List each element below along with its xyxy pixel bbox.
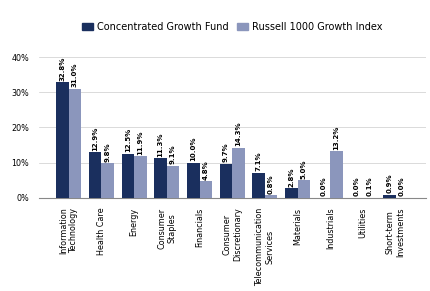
Bar — [252, 173, 265, 198]
Text: 0.0%: 0.0% — [354, 177, 360, 196]
Bar — [232, 148, 245, 198]
Bar — [220, 164, 232, 198]
Text: 0.8%: 0.8% — [268, 174, 274, 194]
Bar — [285, 188, 298, 198]
Text: 12.5%: 12.5% — [125, 128, 131, 152]
Bar — [134, 156, 147, 198]
Text: 13.2%: 13.2% — [334, 126, 340, 150]
Bar — [56, 82, 69, 198]
Bar — [122, 154, 134, 198]
Text: 32.8%: 32.8% — [59, 57, 65, 81]
Bar — [383, 195, 396, 198]
Text: 0.9%: 0.9% — [387, 174, 393, 193]
Bar — [101, 163, 114, 198]
Text: 14.3%: 14.3% — [235, 122, 241, 146]
Bar — [330, 151, 343, 198]
Text: 2.8%: 2.8% — [289, 167, 295, 187]
Text: 11.3%: 11.3% — [157, 132, 163, 157]
Bar — [69, 89, 81, 198]
Text: 0.0%: 0.0% — [321, 177, 327, 196]
Text: 10.0%: 10.0% — [190, 137, 196, 161]
Text: 9.8%: 9.8% — [104, 142, 111, 162]
Text: 4.8%: 4.8% — [203, 160, 209, 180]
Text: 12.9%: 12.9% — [92, 127, 98, 151]
Bar — [265, 195, 277, 198]
Text: 31.0%: 31.0% — [72, 63, 78, 87]
Text: 9.7%: 9.7% — [223, 143, 229, 162]
Bar — [187, 163, 200, 198]
Text: 0.0%: 0.0% — [399, 177, 405, 196]
Legend: Concentrated Growth Fund, Russell 1000 Growth Index: Concentrated Growth Fund, Russell 1000 G… — [78, 18, 387, 36]
Text: 0.1%: 0.1% — [366, 177, 372, 196]
Bar — [167, 166, 179, 198]
Bar — [200, 181, 212, 198]
Text: 11.9%: 11.9% — [137, 130, 143, 155]
Text: 5.0%: 5.0% — [301, 159, 307, 179]
Text: 9.1%: 9.1% — [170, 145, 176, 164]
Bar — [89, 152, 101, 198]
Bar — [298, 180, 310, 198]
Bar — [154, 158, 167, 198]
Text: 7.1%: 7.1% — [256, 152, 262, 171]
